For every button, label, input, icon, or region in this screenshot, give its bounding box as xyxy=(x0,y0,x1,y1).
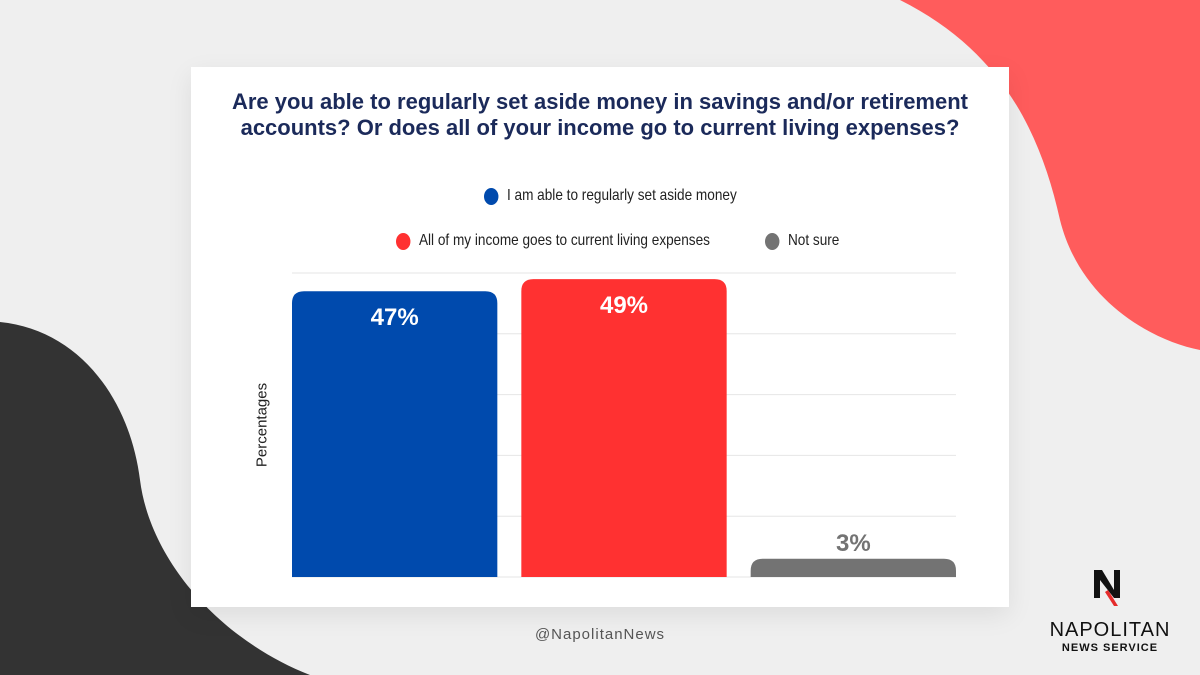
chart-title: Are you able to regularly set aside mone… xyxy=(231,89,968,140)
legend-swatch xyxy=(396,232,411,250)
napolitan-logo: NAPOLITAN NEWS SERVICE xyxy=(1040,568,1180,654)
bar-1 xyxy=(521,279,727,577)
y-axis-label: Percentages xyxy=(253,382,271,468)
legend-item-able: I am able to regularly set aside money xyxy=(484,187,737,205)
logo-subtitle: NEWS SERVICE xyxy=(1061,642,1159,654)
legend-label: All of my income goes to current living … xyxy=(418,232,710,249)
data-label: 3% xyxy=(836,530,871,557)
data-label: 49% xyxy=(600,292,648,319)
bar-2 xyxy=(750,558,956,577)
legend-label: Not sure xyxy=(787,232,840,249)
bar-0 xyxy=(292,291,498,577)
logo-name: NAPOLITAN xyxy=(1049,619,1171,641)
legend-label: I am able to regularly set aside money xyxy=(506,187,737,204)
social-handle: @NapolitanNews xyxy=(534,626,666,643)
legend-swatch xyxy=(765,232,780,250)
logo-n-icon xyxy=(1094,570,1120,606)
legend-item-all-income: All of my income goes to current living … xyxy=(396,232,710,250)
legend-swatch xyxy=(484,187,499,205)
legend-item-not-sure: Not sure xyxy=(765,232,839,250)
data-label: 47% xyxy=(371,304,419,331)
